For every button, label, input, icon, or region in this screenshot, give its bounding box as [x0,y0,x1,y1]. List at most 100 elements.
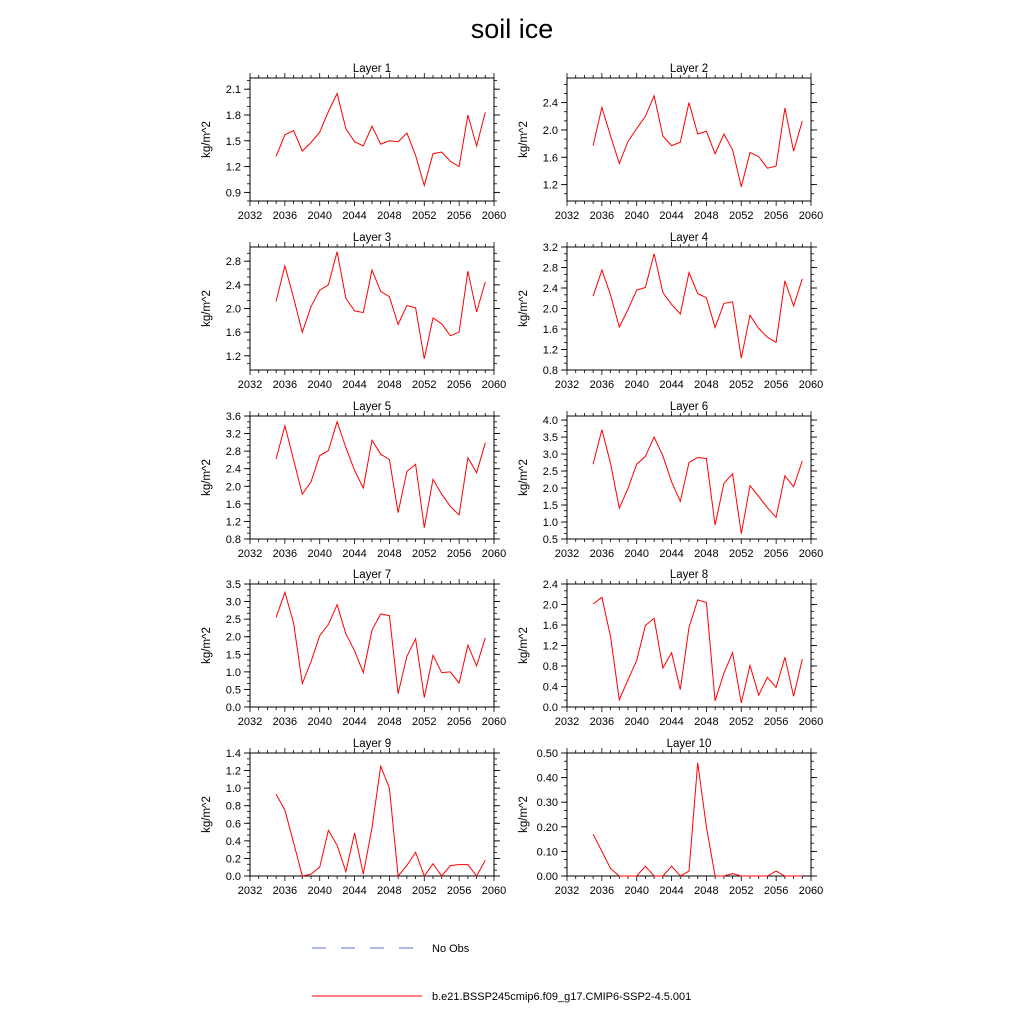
panel-title: Layer 9 [353,738,391,750]
panel-layer-6: Layer 6 2032 2036 2040 2044 2048 2052 2056 2060 0… [518,401,823,560]
y-tick-label: 2.0 [543,304,558,316]
y-tick-label: 2.8 [226,446,241,458]
x-tick-label: 2040 [307,548,331,560]
x-tick-label: 2044 [342,716,366,728]
x-tick-label: 2056 [447,548,471,560]
x-tick-label: 2060 [482,885,506,897]
x-tick-label: 2052 [729,548,753,560]
series-line [592,94,803,187]
x-tick-label: 2056 [764,548,788,560]
x-tick-label: 2052 [412,548,436,560]
panel-title: Layer 10 [667,738,712,750]
y-tick-label: 0.5 [543,534,558,546]
x-tick-label: 2044 [659,210,683,222]
plot-frame [566,246,812,371]
y-tick-label: 3.6 [226,411,241,423]
y-tick-label: 3.0 [543,449,558,461]
x-tick-label: 2040 [307,379,331,391]
x-tick-label: 2048 [694,210,718,222]
y-axis-label: kg/m^2 [201,627,213,664]
x-tick-label: 2048 [377,885,401,897]
panel-title: Layer 6 [670,401,708,413]
y-tick-label: 2.0 [226,481,241,493]
series-line [275,764,486,878]
y-tick-label: 0.6 [226,818,241,830]
x-tick-label: 2060 [799,885,823,897]
y-tick-label: 0.10 [537,846,558,858]
y-tick-label: 1.2 [543,641,558,653]
x-tick-label: 2032 [555,716,579,728]
x-tick-label: 2052 [729,885,753,897]
y-tick-label: 1.2 [226,351,241,363]
y-tick-label: 1.2 [226,516,241,528]
x-tick-label: 2032 [555,379,579,391]
legend: No Obs b.e21.BSSP245cmip6.f09_g17.CMIP6-S… [312,943,691,1003]
x-tick-label: 2048 [377,379,401,391]
y-tick-label: 1.8 [226,110,241,122]
panel-title: Layer 5 [353,401,391,413]
y-tick-label: 0.00 [537,871,558,883]
page-title: soil ice [470,14,554,44]
y-tick-label: 1.6 [226,327,241,339]
x-tick-label: 2040 [307,885,331,897]
series-line [592,762,803,877]
x-tick-label: 2060 [482,210,506,222]
y-tick-label: 0.4 [226,836,241,848]
y-tick-label: 0.5 [226,684,241,696]
y-tick-label: 0.30 [537,797,558,809]
y-tick-label: 3.5 [543,432,558,444]
x-tick-label: 2060 [799,716,823,728]
y-tick-label: 0.20 [537,822,558,834]
x-tick-label: 2036 [273,885,297,897]
y-tick-label: 0.4 [543,682,558,694]
y-axis-label: kg/m^2 [518,627,530,664]
y-tick-label: 4.0 [543,415,558,427]
panel-layer-3: Layer 3 2032 2036 2040 2044 2048 2052 2056 2060 1… [201,232,506,391]
y-tick-label: 3.5 [226,579,241,591]
series-line [275,590,486,698]
y-tick-label: 1.2 [543,345,558,357]
y-tick-label: 2.0 [543,125,558,137]
x-tick-label: 2048 [694,379,718,391]
y-tick-label: 2.0 [543,483,558,495]
legend-label: b.e21.BSSP245cmip6.f09_g17.CMIP6-SSP2-4.… [432,991,691,1003]
y-tick-label: 2.0 [226,632,241,644]
y-tick-label: 0.9 [226,187,241,199]
y-tick-label: 3.2 [226,429,241,441]
panel-layer-5: Layer 5 2032 2036 2040 2044 2048 2052 2056 2060 0… [201,401,506,560]
y-tick-label: 0.0 [226,702,241,714]
x-tick-label: 2056 [764,885,788,897]
x-tick-label: 2040 [624,716,648,728]
x-tick-label: 2048 [377,210,401,222]
x-tick-label: 2036 [590,716,614,728]
panel-title: Layer 7 [353,569,391,581]
x-tick-label: 2036 [590,885,614,897]
y-tick-label: 0.8 [226,534,241,546]
y-tick-label: 3.2 [543,242,558,254]
x-tick-label: 2036 [590,379,614,391]
y-axis-label: kg/m^2 [518,121,530,158]
x-tick-label: 2032 [238,885,262,897]
x-tick-label: 2036 [590,210,614,222]
x-tick-label: 2044 [659,716,683,728]
y-tick-label: 0.8 [226,801,241,813]
x-tick-label: 2052 [729,210,753,222]
x-tick-label: 2032 [555,885,579,897]
plot-frame [249,77,495,202]
x-tick-label: 2048 [694,885,718,897]
y-tick-label: 1.6 [543,152,558,164]
y-tick-label: 0.0 [226,871,241,883]
x-tick-label: 2032 [238,379,262,391]
panel-title: Layer 8 [670,569,708,581]
plot-frame [566,77,812,202]
panel-layer-9: Layer 9 2032 2036 2040 2044 2048 2052 2056 2060 0… [201,738,506,897]
x-tick-label: 2048 [377,548,401,560]
panel-title: Layer 4 [670,232,709,244]
x-tick-label: 2056 [764,379,788,391]
plot-frame [566,752,812,877]
x-tick-label: 2052 [412,716,436,728]
y-tick-label: 1.6 [226,499,241,511]
y-axis-label: kg/m^2 [518,459,530,496]
y-tick-label: 1.5 [543,500,558,512]
y-tick-label: 2.5 [543,466,558,478]
